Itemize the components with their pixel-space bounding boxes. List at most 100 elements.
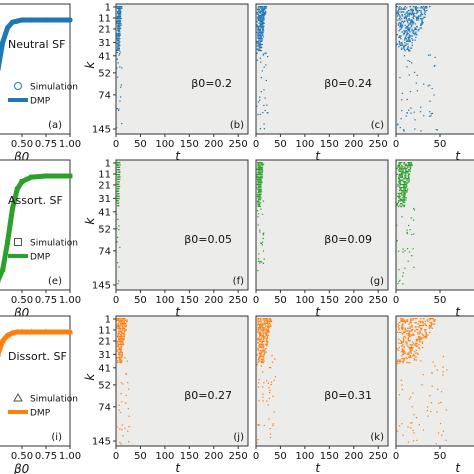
raster-point: [265, 322, 268, 324]
y-tick-label: 21: [98, 336, 111, 347]
raster-point: [259, 336, 261, 338]
raster-point: [267, 334, 269, 336]
raster-point: [408, 109, 410, 111]
raster-point: [260, 36, 262, 38]
raster-point: [418, 324, 421, 327]
raster-point: [401, 423, 403, 425]
raster-point: [118, 166, 120, 168]
raster-point: [116, 51, 118, 54]
raster-point: [260, 337, 262, 339]
raster-point: [264, 348, 267, 350]
raster-point: [401, 24, 404, 26]
raster-point: [403, 187, 405, 189]
raster-point: [398, 166, 400, 168]
raster-point: [266, 331, 268, 333]
raster-point: [119, 322, 122, 325]
raster-point: [398, 322, 401, 324]
raster-point: [263, 321, 266, 323]
raster-point: [411, 38, 413, 40]
raster-point: [116, 227, 118, 230]
x-tick-label: 50: [134, 139, 147, 150]
legend-label-dmp: DMP: [30, 253, 51, 263]
raster-point: [258, 321, 260, 323]
raster-point: [256, 210, 259, 212]
raster-point: [124, 319, 126, 321]
raster-point: [409, 22, 412, 24]
raster-point: [407, 36, 409, 38]
raster-point: [119, 319, 122, 321]
raster-point: [119, 176, 121, 178]
raster-point: [407, 27, 409, 29]
raster-point: [258, 9, 261, 11]
raster-point: [409, 163, 412, 165]
raster-point: [442, 371, 444, 373]
raster-point: [405, 356, 407, 358]
raster-point: [116, 171, 118, 173]
raster-point: [259, 229, 261, 231]
raster-point: [399, 181, 401, 183]
raster-point: [120, 382, 123, 384]
x-tick-label: 0: [253, 451, 259, 462]
panel-frame: [255, 315, 389, 447]
raster-point: [407, 166, 409, 168]
raster-point: [411, 324, 413, 327]
raster-point: [400, 184, 402, 186]
raster-point: [408, 176, 410, 178]
raster-point: [422, 7, 424, 9]
raster-point: [119, 14, 122, 16]
raster-point: [420, 106, 422, 108]
x-axis-label: β0: [13, 462, 30, 474]
raster-point: [409, 36, 411, 38]
x-tick-label: 0: [113, 451, 119, 462]
raster-point: [400, 118, 402, 120]
raster-point: [258, 180, 260, 182]
raster-point: [116, 162, 118, 164]
raster-point: [120, 96, 122, 98]
raster-point: [118, 355, 121, 357]
simulation-point: [9, 206, 15, 212]
raster-point: [121, 429, 123, 431]
raster-point: [261, 349, 263, 352]
raster-point: [263, 232, 265, 234]
raster-point: [266, 336, 268, 338]
raster-point: [422, 320, 424, 322]
panel-frame: [395, 159, 474, 291]
raster-point: [266, 339, 268, 341]
raster-point: [258, 48, 260, 50]
raster-point: [404, 31, 406, 33]
raster-point: [256, 31, 258, 33]
raster-point: [117, 109, 120, 112]
raster-point: [263, 382, 265, 384]
raster-point: [258, 331, 261, 333]
raster-point: [406, 248, 409, 250]
raster-point: [398, 8, 400, 10]
raster-point: [399, 279, 401, 281]
raster-point: [407, 27, 410, 29]
raster-point: [402, 358, 405, 360]
raster-point: [126, 360, 128, 362]
raster-point: [407, 362, 409, 364]
raster-point: [402, 283, 404, 285]
raster-point: [413, 358, 416, 360]
raster-point: [420, 329, 422, 331]
raster-point: [118, 108, 120, 110]
raster-point: [120, 355, 122, 357]
raster-point: [421, 14, 424, 16]
raster-panel: β0=0.05(f)0 50 100 150 200 250t11121314152741…: [83, 159, 249, 319]
x-tick-label: 0.50: [11, 295, 33, 306]
raster-point: [405, 115, 407, 117]
raster-point: [259, 48, 261, 50]
raster-point: [402, 352, 405, 354]
raster-point: [410, 26, 413, 28]
raster-point: [412, 10, 414, 12]
raster-point: [411, 348, 414, 350]
raster-point: [426, 7, 428, 9]
raster-point: [268, 367, 271, 369]
raster-point: [408, 169, 411, 171]
raster-point: [119, 327, 121, 329]
raster-point: [269, 325, 271, 327]
raster-point: [410, 217, 412, 219]
y-tick-label: 11: [98, 13, 111, 24]
raster-point: [397, 24, 400, 26]
